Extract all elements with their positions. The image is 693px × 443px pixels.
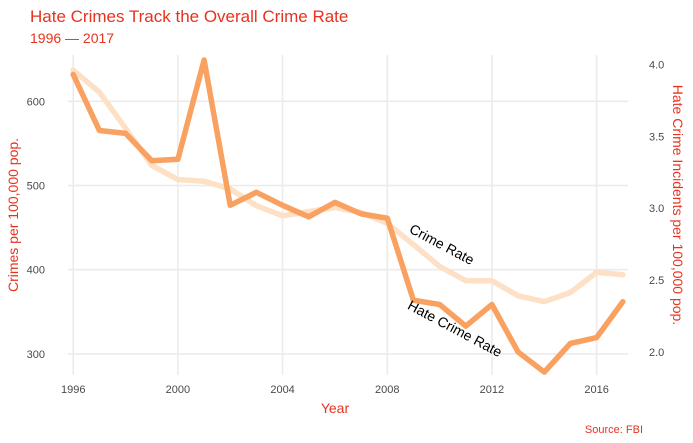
gridlines (68, 55, 628, 375)
y-axis-title-right: Hate Crime Incidents per 100,000 pop. (670, 85, 686, 325)
y-tick-label-right: 4.0 (649, 59, 664, 71)
x-tick-label: 2012 (480, 384, 504, 396)
y-tick-label-right: 3.5 (649, 131, 664, 143)
y-tick-label-right: 2.5 (649, 275, 664, 287)
y-tick-label-left: 400 (27, 265, 45, 277)
x-tick-label: 2008 (375, 384, 399, 396)
tick-labels: 1996 2000 2004 2008 2012 2016 300 400 500 600 2.0 2… (27, 59, 665, 396)
x-axis-title: Year (321, 400, 350, 416)
chart-caption: Source: FBI (585, 424, 643, 436)
y-tick-label-left: 600 (27, 96, 45, 108)
chart-title: Hate Crimes Track the Overall Crime Rate (30, 7, 348, 26)
series-lines (70, 57, 626, 375)
y-tick-label-left: 500 (27, 181, 45, 193)
x-tick-label: 2004 (270, 384, 294, 396)
y-tick-label-right: 2.0 (649, 347, 664, 359)
x-tick-label: 2016 (584, 384, 608, 396)
y-tick-label-right: 3.0 (649, 203, 664, 215)
series-line-hate-crime-rate (70, 57, 626, 375)
x-tick-label: 2000 (166, 384, 190, 396)
chart-subtitle: 1996 — 2017 (30, 30, 114, 46)
x-tick-label: 1996 (61, 384, 85, 396)
y-axis-title-left: Crimes per 100,000 pop. (5, 138, 21, 292)
y-tick-label-left: 300 (27, 349, 45, 361)
